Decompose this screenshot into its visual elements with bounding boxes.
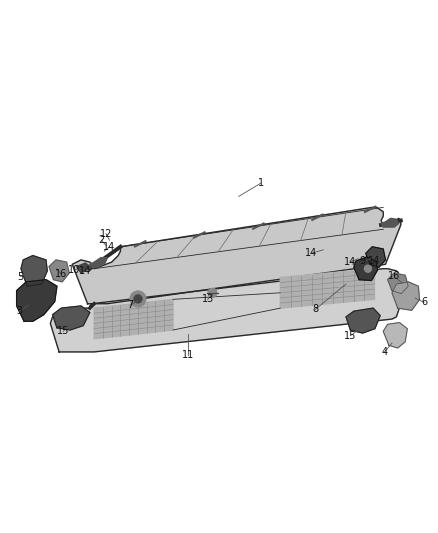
Text: 3: 3 (16, 306, 22, 316)
Polygon shape (346, 308, 380, 333)
Polygon shape (280, 269, 374, 308)
Polygon shape (17, 280, 57, 321)
Text: 14: 14 (79, 266, 92, 276)
Text: 12: 12 (100, 229, 112, 239)
Text: 16: 16 (388, 271, 400, 281)
Text: 1: 1 (258, 178, 264, 188)
Polygon shape (50, 269, 407, 352)
Polygon shape (381, 219, 399, 227)
Text: 15: 15 (57, 326, 70, 336)
Text: 9: 9 (360, 256, 366, 266)
Polygon shape (49, 260, 69, 282)
Text: 14: 14 (344, 257, 357, 267)
Circle shape (130, 291, 146, 307)
Text: 6: 6 (421, 297, 427, 308)
Text: 13: 13 (201, 294, 214, 304)
Text: 16: 16 (55, 269, 67, 279)
Text: 14: 14 (305, 248, 317, 259)
Polygon shape (72, 207, 401, 304)
Circle shape (364, 265, 371, 272)
Polygon shape (392, 282, 420, 310)
Text: 7: 7 (127, 300, 134, 310)
Text: 15: 15 (344, 330, 357, 341)
Polygon shape (90, 258, 107, 268)
Polygon shape (77, 263, 91, 273)
Circle shape (208, 288, 217, 297)
Polygon shape (388, 273, 408, 294)
Text: 4: 4 (381, 347, 388, 357)
Text: 2: 2 (99, 235, 105, 245)
Polygon shape (53, 306, 90, 330)
Text: 5: 5 (18, 272, 24, 281)
Text: 11: 11 (182, 350, 194, 360)
Circle shape (134, 295, 142, 303)
Text: 14: 14 (103, 242, 116, 252)
Polygon shape (383, 322, 407, 348)
Text: 8: 8 (312, 304, 318, 314)
Text: 14: 14 (368, 256, 381, 266)
Polygon shape (94, 300, 173, 339)
Polygon shape (21, 255, 47, 286)
Polygon shape (354, 257, 378, 280)
Text: 10: 10 (68, 264, 81, 274)
Polygon shape (366, 247, 385, 268)
